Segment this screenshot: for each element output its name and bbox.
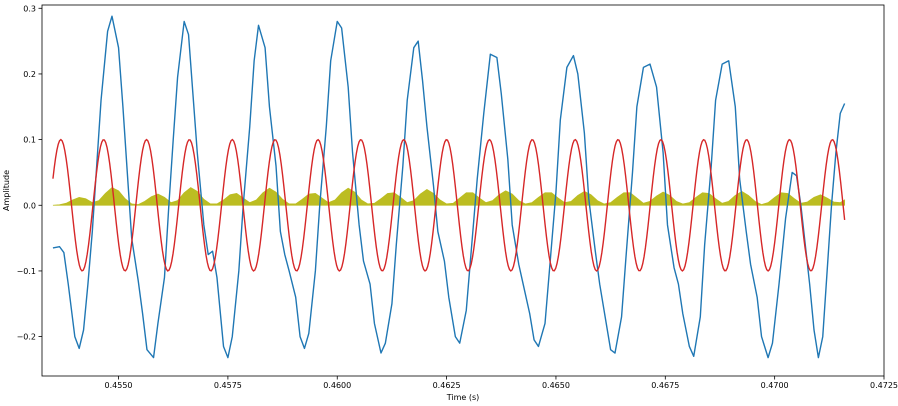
y-tick-label: −0.2: [17, 333, 36, 342]
y-axis-label: Amplitude: [2, 170, 11, 211]
axes-frame: [41, 4, 885, 377]
x-tick-label: 0.4675: [651, 381, 679, 390]
y-tick-label: 0.0: [23, 201, 36, 210]
x-tick-label: 0.4700: [761, 381, 789, 390]
x-tick-label: 0.4550: [105, 381, 133, 390]
y-tick-label: 0.1: [23, 136, 36, 145]
plot-area: [52, 15, 846, 359]
y-tick-label: 0.3: [23, 4, 36, 13]
sine-line-series: [52, 138, 846, 272]
x-tick-label: 0.4625: [433, 381, 461, 390]
x-tick-label: 0.4725: [870, 381, 898, 390]
y-axis-ticks: −0.2 −0.1 0.0 0.1 0.2 0.3: [17, 4, 42, 342]
x-axis-ticks: 0.4550 0.4575 0.4600 0.4625 0.4650 0.4675 0.47…: [105, 376, 898, 390]
x-tick-label: 0.4650: [542, 381, 570, 390]
x-axis-label: Time (s): [446, 393, 480, 402]
y-tick-label: −0.1: [17, 267, 36, 276]
x-tick-label: 0.4600: [323, 381, 351, 390]
y-tick-label: 0.2: [23, 70, 36, 79]
x-tick-label: 0.4575: [214, 381, 242, 390]
